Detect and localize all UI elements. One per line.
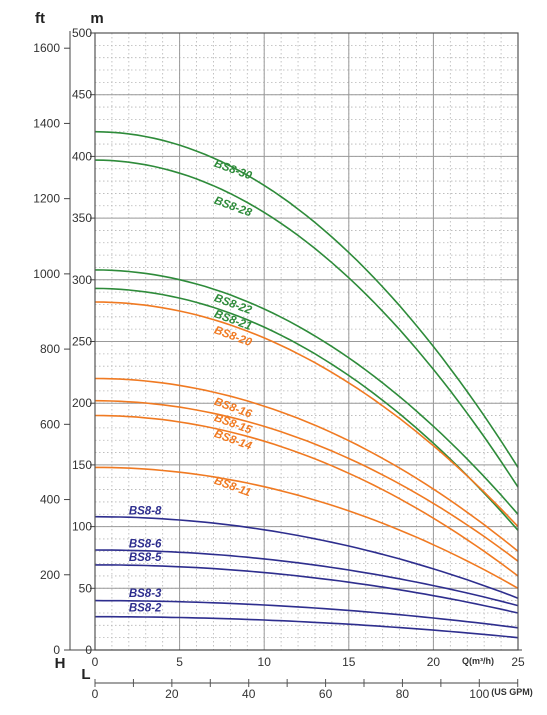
gpm-tick-label: 20 <box>165 687 179 701</box>
curve-label-bs8-3: BS8-3 <box>129 588 162 600</box>
curve-labels: BS8-30BS8-28BS8-22BS8-21BS8-20BS8-16BS8-… <box>129 158 254 615</box>
m-tick-label: 0 <box>85 643 92 657</box>
gpm-tick-label: 80 <box>396 687 410 701</box>
q-tick-label: 5 <box>176 655 183 669</box>
m-tick-label: 450 <box>72 88 92 102</box>
curves <box>94 130 519 639</box>
m-tick-label: 350 <box>72 211 92 225</box>
ft-tick-label: 800 <box>40 342 60 356</box>
curve-label-bs8-11: BS8-11 <box>212 475 252 499</box>
ft-tick-label: 1600 <box>33 41 60 55</box>
curve-bs8-5 <box>95 564 519 614</box>
curve-bs8-30 <box>94 130 519 468</box>
q-tick-label: 25 <box>511 655 525 669</box>
m-tick-label: 200 <box>72 396 92 410</box>
curve-bs8-16 <box>94 377 519 552</box>
q-tick-label: 0 <box>92 655 99 669</box>
ft-unit-label: ft <box>35 10 45 27</box>
ft-tick-label: 400 <box>40 493 60 507</box>
ft-tick-label: 600 <box>40 417 60 431</box>
curve-label-bs8-6: BS8-6 <box>129 539 162 551</box>
x-secondary-label: (US GPM) <box>491 687 533 697</box>
m-tick-label: 250 <box>72 335 92 349</box>
gpm-tick-label: 40 <box>242 687 256 701</box>
l-axis-letter: L <box>81 666 90 683</box>
curve-label-bs8-2: BS8-2 <box>129 603 162 615</box>
curve-bs8-14 <box>94 414 519 577</box>
curve-bs8-6 <box>94 549 519 607</box>
ft-tick-label: 1200 <box>33 192 60 206</box>
ft-tick-label: 1400 <box>33 116 60 130</box>
curve-bs8-15 <box>94 399 519 562</box>
curve-bs8-8 <box>94 515 519 599</box>
curve-bs8-2 <box>95 615 519 639</box>
curve-bs8-22 <box>94 269 519 515</box>
ft-tick-label: 1000 <box>33 267 60 281</box>
curve-label-bs8-8: BS8-8 <box>129 505 162 517</box>
axes <box>64 31 522 687</box>
curve-label-bs8-28: BS8-28 <box>212 195 253 220</box>
x-primary-label: Q(m³/h) <box>462 656 494 666</box>
h-axis-letter: H <box>55 655 66 672</box>
m-tick-label: 500 <box>72 26 92 40</box>
q-tick-label: 20 <box>427 655 441 669</box>
curve-bs8-21 <box>94 287 519 531</box>
curve-bs8-28 <box>94 159 519 488</box>
curve-bs8-11 <box>95 466 519 589</box>
ft-tick-label: 200 <box>40 568 60 582</box>
tick-labels: 0200400600800100012001400160005010015020… <box>33 26 525 701</box>
curve-label-bs8-5: BS8-5 <box>129 552 162 564</box>
m-unit-label: m <box>90 10 103 27</box>
m-tick-label: 400 <box>72 149 92 163</box>
ft-tick-label: 0 <box>53 643 60 657</box>
m-tick-label: 50 <box>79 581 93 595</box>
m-tick-label: 100 <box>72 520 92 534</box>
gpm-tick-label: 100 <box>469 687 489 701</box>
q-tick-label: 15 <box>342 655 356 669</box>
gpm-tick-label: 0 <box>92 687 99 701</box>
m-tick-label: 300 <box>72 273 92 287</box>
gpm-tick-label: 60 <box>319 687 333 701</box>
curve-bs8-20 <box>94 301 519 528</box>
curve-bs8-3 <box>94 599 519 629</box>
m-tick-label: 150 <box>72 458 92 472</box>
q-tick-label: 10 <box>258 655 272 669</box>
